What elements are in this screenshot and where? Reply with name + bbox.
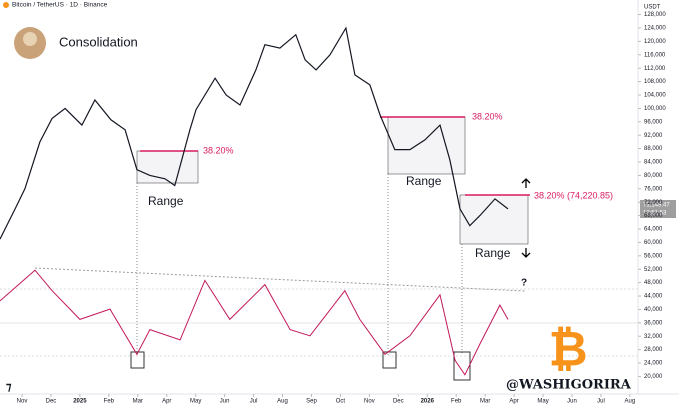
y-tick-label: 92,000 [644, 133, 663, 139]
y-tick-label: 112,000 [644, 66, 666, 72]
symbol-info: Bitcoin / TetherUS · 1D · Binance [12, 2, 108, 9]
y-tick-label: 120,000 [644, 39, 666, 45]
countdown: 12:51:53 [643, 211, 667, 217]
annotation: @WASHIGORIRA [506, 378, 632, 393]
x-tick-label: Feb [451, 399, 462, 405]
y-tick-label: 40,000 [644, 307, 663, 313]
highlight-box [382, 351, 397, 369]
x-tick-label: Jul [597, 399, 605, 405]
y-tick-label: 76,000 [644, 186, 663, 192]
y-tick-label: 60,000 [644, 240, 663, 246]
x-tick-label: Nov [17, 399, 28, 405]
y-tick-label: 36,000 [644, 320, 663, 326]
annotation: Range [475, 246, 511, 260]
y-tick-label: 72,000 [644, 200, 663, 206]
annotation: Range [406, 174, 442, 188]
range-box [136, 150, 199, 184]
highlight-box [130, 351, 145, 369]
x-tick-label: Sep [306, 399, 317, 405]
arrow-down [521, 248, 531, 258]
y-tick-label: 64,000 [644, 227, 663, 233]
y-tick-label: 104,000 [644, 93, 666, 99]
y-tick-label: 84,000 [644, 160, 663, 166]
x-tick-label: Dec [46, 399, 57, 405]
x-tick-label: Feb [104, 399, 115, 405]
y-tick-label: 116,000 [644, 52, 666, 58]
x-tick-label: Oct [336, 399, 346, 405]
x-tick-label: Mar [480, 399, 490, 405]
x-tick-label: May [537, 399, 548, 405]
rsi-line [0, 269, 509, 376]
price-line [0, 26, 509, 240]
bitcoin-logo: ₿ [548, 324, 587, 377]
y-tick-label: 88,000 [644, 146, 663, 152]
symbol-icon [3, 2, 9, 8]
x-tick-label: Aug [625, 399, 636, 405]
annotation: 38.20% [472, 111, 503, 121]
y-tick-label: 32,000 [644, 334, 663, 340]
y-tick-label: 96,000 [644, 119, 663, 125]
highlight-box [453, 351, 471, 381]
y-tick-label: 56,000 [644, 253, 663, 259]
annotation: Range [148, 194, 184, 208]
y-tick-label: 24,000 [644, 361, 663, 367]
y-tick-label: 48,000 [644, 280, 663, 286]
y-tick-label: 44,000 [644, 294, 663, 300]
annotation: ? [521, 278, 527, 289]
arrow-up [521, 178, 531, 188]
y-tick-label: 108,000 [644, 79, 666, 85]
x-tick-label: Jun [220, 399, 230, 405]
range-box [459, 194, 529, 245]
y-axis-label: USDT [644, 5, 661, 11]
y-tick-label: 20,000 [644, 374, 663, 380]
avatar-face [23, 32, 37, 46]
x-tick-label: Dec [393, 399, 404, 405]
trend-line [34, 267, 526, 292]
y-tick-label: 28,000 [644, 347, 663, 353]
tv-logo: ⁊ [6, 381, 12, 393]
x-tick-label: Jun [567, 399, 577, 405]
x-tick-label: 2025 [73, 399, 87, 405]
chart-title: Consolidation [59, 34, 138, 49]
y-tick-label: 68,000 [644, 213, 663, 219]
x-tick-label: Apr [509, 399, 518, 405]
x-tick-label: Mar [133, 399, 143, 405]
x-tick-label: Apr [162, 399, 171, 405]
x-tick-label: Nov [364, 399, 375, 405]
y-tick-label: 52,000 [644, 267, 663, 273]
y-tick-label: 128,000 [644, 12, 666, 18]
y-tick-label: 124,000 [644, 26, 666, 32]
range-box [387, 116, 466, 175]
price-tag [640, 200, 676, 218]
x-tick-label: Aug [277, 399, 288, 405]
annotation: 38.20% (74,220.85) [534, 190, 613, 200]
y-tick-label: 80,000 [644, 173, 663, 179]
y-tick-label: 100,000 [644, 106, 666, 112]
x-tick-label: 2026 [421, 399, 435, 405]
x-tick-label: Jul [250, 399, 258, 405]
x-tick-label: May [190, 399, 201, 405]
price-label: 71,149.47 [643, 203, 670, 209]
annotation: 38.20% [203, 145, 234, 155]
